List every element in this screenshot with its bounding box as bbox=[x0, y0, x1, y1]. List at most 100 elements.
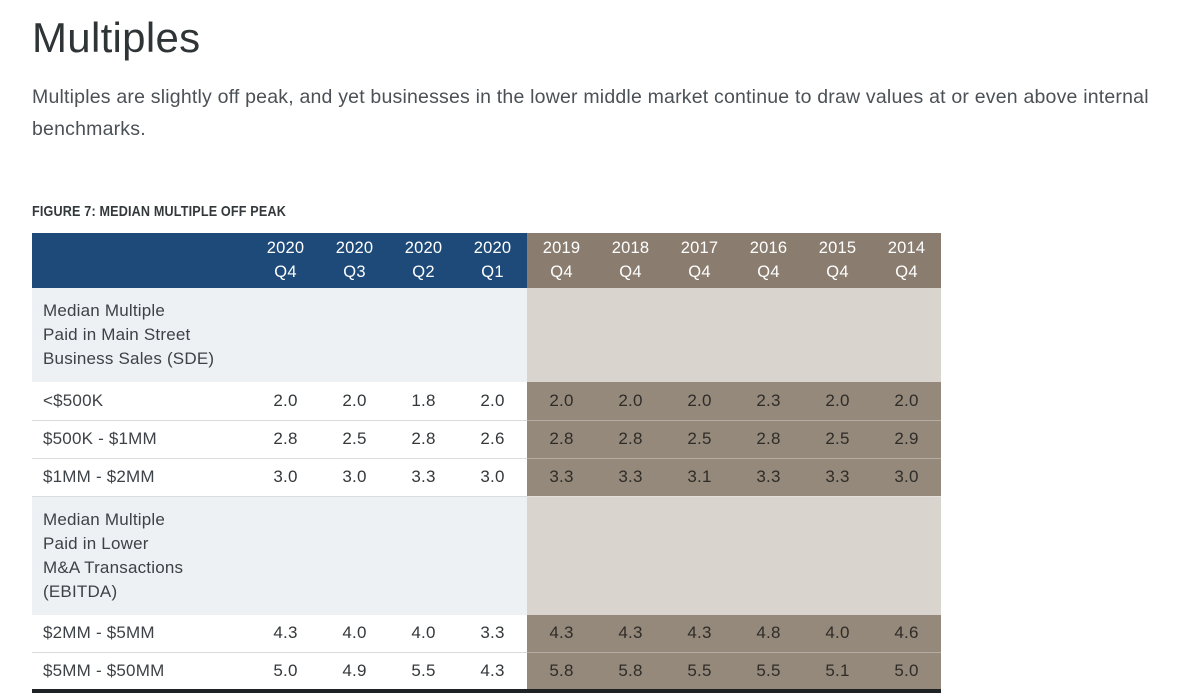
cell-value: 3.3 bbox=[389, 458, 458, 497]
cell-value: 5.0 bbox=[872, 652, 941, 692]
col-header-quarter: Q3 bbox=[343, 262, 366, 281]
cell-value: 2.8 bbox=[527, 420, 596, 459]
col-header-2020-Q3: 2020 Q3 bbox=[320, 233, 389, 289]
cell-value: 5.1 bbox=[803, 652, 872, 692]
cell-value: 2.3 bbox=[734, 382, 803, 421]
col-header-quarter: Q1 bbox=[481, 262, 504, 281]
cell-value: 2.8 bbox=[596, 420, 665, 459]
cell-value: 2.0 bbox=[596, 382, 665, 421]
col-header-quarter: Q4 bbox=[688, 262, 711, 281]
cell-value: 4.3 bbox=[527, 614, 596, 654]
col-header-year: 2016 bbox=[749, 238, 788, 257]
col-header-2016-Q4: 2016 Q4 bbox=[734, 233, 803, 289]
col-header-2020-Q4: 2020 Q4 bbox=[251, 233, 320, 289]
section-label: Median Multiple Paid in Lower M&A Transa… bbox=[32, 496, 527, 615]
header-corner-cell bbox=[32, 233, 251, 289]
cell-value: 4.6 bbox=[872, 614, 941, 654]
cell-value: 2.0 bbox=[527, 382, 596, 421]
cell-value: 2.0 bbox=[803, 382, 872, 421]
cell-value: 4.0 bbox=[389, 614, 458, 654]
col-header-year: 2015 bbox=[818, 238, 857, 257]
col-header-2020-Q2: 2020 Q2 bbox=[389, 233, 458, 289]
cell-value: 3.3 bbox=[596, 458, 665, 497]
col-header-2020-Q1: 2020 Q1 bbox=[458, 233, 527, 289]
cell-value: 2.8 bbox=[251, 420, 320, 459]
cell-value: 2.0 bbox=[320, 382, 389, 421]
cell-value: 2.8 bbox=[389, 420, 458, 459]
cell-value: 4.0 bbox=[320, 614, 389, 654]
cell-value: 3.0 bbox=[320, 458, 389, 497]
data-row: <$500K 2.0 2.0 1.8 2.0 2.0 2.0 2.0 2.3 2.0 2.0 bbox=[32, 382, 941, 421]
cell-value: 5.0 bbox=[251, 652, 320, 692]
col-header-quarter: Q4 bbox=[274, 262, 297, 281]
cell-value: 2.5 bbox=[803, 420, 872, 459]
page-title: Multiples bbox=[32, 14, 201, 61]
cell-value: 3.0 bbox=[251, 458, 320, 497]
row-label: <$500K bbox=[32, 382, 251, 421]
cell-value: 4.3 bbox=[251, 614, 320, 654]
cell-value: 2.0 bbox=[458, 382, 527, 421]
row-label: $1MM - $2MM bbox=[32, 458, 251, 497]
col-header-quarter: Q2 bbox=[412, 262, 435, 281]
col-header-year: 2020 bbox=[473, 238, 512, 257]
cell-value: 3.1 bbox=[665, 458, 734, 497]
cell-value: 2.5 bbox=[320, 420, 389, 459]
cell-value: 2.0 bbox=[665, 382, 734, 421]
section-label: Median Multiple Paid in Main Street Busi… bbox=[32, 288, 527, 383]
col-header-year: 2017 bbox=[680, 238, 719, 257]
data-row: $500K - $1MM 2.8 2.5 2.8 2.6 2.8 2.8 2.5 2.8 2.5 2… bbox=[32, 420, 941, 459]
cell-value: 3.3 bbox=[803, 458, 872, 497]
row-label: $500K - $1MM bbox=[32, 420, 251, 459]
cell-value: 2.5 bbox=[665, 420, 734, 459]
cell-value: 3.0 bbox=[458, 458, 527, 497]
col-header-quarter: Q4 bbox=[757, 262, 780, 281]
multiples-table: 2020 Q4 2020 Q3 2020 Q2 2020 Q1 2019 Q4 2018 Q4 2017… bbox=[32, 233, 941, 693]
col-header-year: 2018 bbox=[611, 238, 650, 257]
cell-value: 5.8 bbox=[596, 652, 665, 692]
data-row: $5MM - $50MM 5.0 4.9 5.5 4.3 5.8 5.8 5.5 5.5 5.1 5… bbox=[32, 652, 941, 692]
section-spacer bbox=[527, 496, 941, 615]
cell-value: 4.3 bbox=[596, 614, 665, 654]
row-label: $2MM - $5MM bbox=[32, 614, 251, 654]
section-row: Median Multiple Paid in Lower M&A Transa… bbox=[32, 496, 941, 615]
table-body: Median Multiple Paid in Main Street Busi… bbox=[32, 288, 941, 692]
cell-value: 4.9 bbox=[320, 652, 389, 692]
intro-paragraph: Multiples are slightly off peak, and yet… bbox=[32, 86, 1149, 140]
col-header-quarter: Q4 bbox=[895, 262, 918, 281]
cell-value: 4.8 bbox=[734, 614, 803, 654]
col-header-year: 2020 bbox=[335, 238, 374, 257]
cell-value: 2.6 bbox=[458, 420, 527, 459]
col-header-2019-Q4: 2019 Q4 bbox=[527, 233, 596, 289]
col-header-quarter: Q4 bbox=[550, 262, 573, 281]
cell-value: 2.0 bbox=[872, 382, 941, 421]
cell-value: 2.8 bbox=[734, 420, 803, 459]
col-header-quarter: Q4 bbox=[619, 262, 642, 281]
figure-caption: FIGURE 7: MEDIAN MULTIPLE OFF PEAK bbox=[32, 203, 286, 221]
col-header-year: 2020 bbox=[266, 238, 305, 257]
col-header-2015-Q4: 2015 Q4 bbox=[803, 233, 872, 289]
section-spacer bbox=[527, 288, 941, 383]
cell-value: 5.5 bbox=[734, 652, 803, 692]
cell-value: 2.0 bbox=[251, 382, 320, 421]
cell-value: 2.9 bbox=[872, 420, 941, 459]
col-header-quarter: Q4 bbox=[826, 262, 849, 281]
cell-value: 3.0 bbox=[872, 458, 941, 497]
table-header-row: 2020 Q4 2020 Q3 2020 Q2 2020 Q1 2019 Q4 2018 Q4 2017… bbox=[32, 233, 941, 289]
col-header-2014-Q4: 2014 Q4 bbox=[872, 233, 941, 289]
cell-value: 3.3 bbox=[527, 458, 596, 497]
row-label: $5MM - $50MM bbox=[32, 652, 251, 692]
data-row: $1MM - $2MM 3.0 3.0 3.3 3.0 3.3 3.3 3.1 3.3 3.3 3.… bbox=[32, 458, 941, 497]
data-row: $2MM - $5MM 4.3 4.0 4.0 3.3 4.3 4.3 4.3 4.8 4.0 4.… bbox=[32, 614, 941, 654]
cell-value: 5.5 bbox=[389, 652, 458, 692]
section-row: Median Multiple Paid in Main Street Busi… bbox=[32, 288, 941, 383]
cell-value: 1.8 bbox=[389, 382, 458, 421]
col-header-year: 2014 bbox=[887, 238, 926, 257]
col-header-2018-Q4: 2018 Q4 bbox=[596, 233, 665, 289]
cell-value: 4.3 bbox=[665, 614, 734, 654]
cell-value: 4.3 bbox=[458, 652, 527, 692]
col-header-year: 2019 bbox=[542, 238, 581, 257]
col-header-2017-Q4: 2017 Q4 bbox=[665, 233, 734, 289]
cell-value: 3.3 bbox=[458, 614, 527, 654]
cell-value: 5.5 bbox=[665, 652, 734, 692]
